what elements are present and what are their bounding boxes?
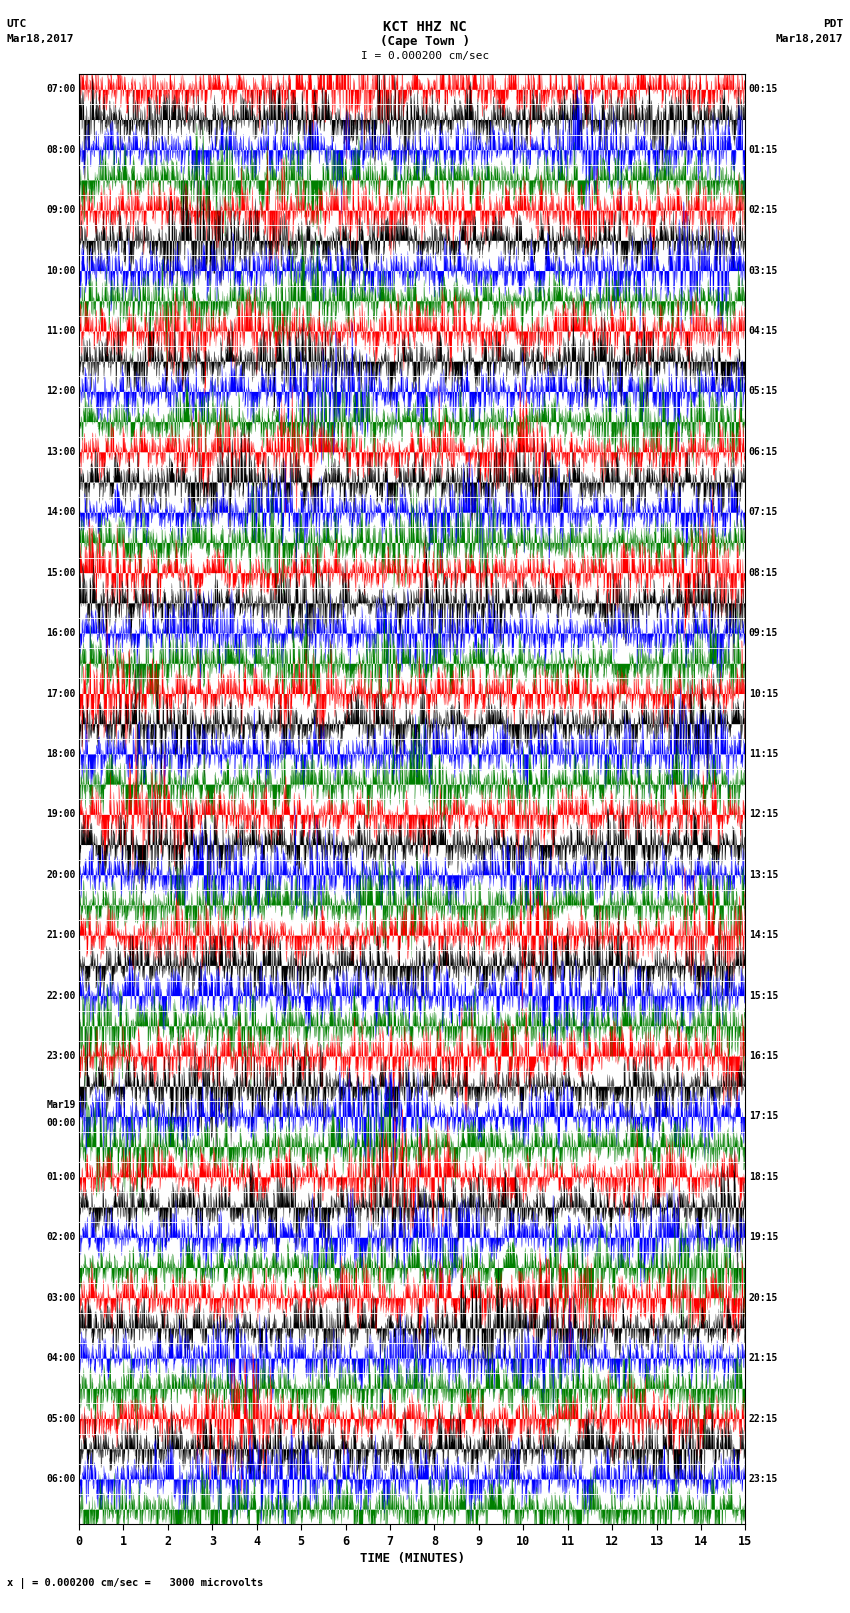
- Text: 20:00: 20:00: [46, 869, 76, 879]
- Text: 04:00: 04:00: [46, 1353, 76, 1363]
- Text: 17:15: 17:15: [749, 1111, 779, 1121]
- Text: 07:00: 07:00: [46, 84, 76, 94]
- Text: 06:15: 06:15: [749, 447, 779, 456]
- Text: 14:15: 14:15: [749, 931, 779, 940]
- Text: 14:00: 14:00: [46, 506, 76, 518]
- Text: 08:15: 08:15: [749, 568, 779, 577]
- Text: 23:15: 23:15: [749, 1474, 779, 1484]
- Text: 19:15: 19:15: [749, 1232, 779, 1242]
- Text: 05:15: 05:15: [749, 387, 779, 397]
- Text: x | = 0.000200 cm/sec =   3000 microvolts: x | = 0.000200 cm/sec = 3000 microvolts: [7, 1578, 263, 1589]
- Text: 00:00: 00:00: [46, 1118, 76, 1127]
- Text: 18:15: 18:15: [749, 1173, 779, 1182]
- Text: 22:00: 22:00: [46, 990, 76, 1000]
- Text: 05:00: 05:00: [46, 1413, 76, 1424]
- Text: 13:00: 13:00: [46, 447, 76, 456]
- Text: 16:15: 16:15: [749, 1052, 779, 1061]
- Text: (Cape Town ): (Cape Town ): [380, 35, 470, 48]
- Text: 15:00: 15:00: [46, 568, 76, 577]
- Text: 16:00: 16:00: [46, 627, 76, 639]
- Text: PDT: PDT: [823, 19, 843, 29]
- Text: 21:15: 21:15: [749, 1353, 779, 1363]
- Text: KCT HHZ NC: KCT HHZ NC: [383, 19, 467, 34]
- Text: 12:15: 12:15: [749, 810, 779, 819]
- Text: 17:00: 17:00: [46, 689, 76, 698]
- Text: Mar18,2017: Mar18,2017: [776, 34, 843, 44]
- Text: 15:15: 15:15: [749, 990, 779, 1000]
- Text: 00:15: 00:15: [749, 84, 779, 94]
- Text: 02:00: 02:00: [46, 1232, 76, 1242]
- Text: 04:15: 04:15: [749, 326, 779, 336]
- Text: 22:15: 22:15: [749, 1413, 779, 1424]
- Text: 21:00: 21:00: [46, 931, 76, 940]
- Text: 23:00: 23:00: [46, 1052, 76, 1061]
- Text: 06:00: 06:00: [46, 1474, 76, 1484]
- Text: 03:15: 03:15: [749, 266, 779, 276]
- Text: 12:00: 12:00: [46, 387, 76, 397]
- Text: 11:00: 11:00: [46, 326, 76, 336]
- Text: 07:15: 07:15: [749, 506, 779, 518]
- Text: 09:00: 09:00: [46, 205, 76, 215]
- Text: 11:15: 11:15: [749, 748, 779, 760]
- Text: 10:15: 10:15: [749, 689, 779, 698]
- Text: Mar19: Mar19: [46, 1100, 76, 1110]
- Text: 18:00: 18:00: [46, 748, 76, 760]
- Text: 09:15: 09:15: [749, 627, 779, 639]
- Text: Mar18,2017: Mar18,2017: [7, 34, 74, 44]
- Text: I = 0.000200 cm/sec: I = 0.000200 cm/sec: [361, 50, 489, 61]
- Text: 10:00: 10:00: [46, 266, 76, 276]
- Text: 03:00: 03:00: [46, 1292, 76, 1303]
- Text: 19:00: 19:00: [46, 810, 76, 819]
- Text: 20:15: 20:15: [749, 1292, 779, 1303]
- Text: 01:15: 01:15: [749, 145, 779, 155]
- Text: 02:15: 02:15: [749, 205, 779, 215]
- Text: 08:00: 08:00: [46, 145, 76, 155]
- Text: UTC: UTC: [7, 19, 27, 29]
- X-axis label: TIME (MINUTES): TIME (MINUTES): [360, 1552, 465, 1565]
- Text: 13:15: 13:15: [749, 869, 779, 879]
- Text: 01:00: 01:00: [46, 1173, 76, 1182]
